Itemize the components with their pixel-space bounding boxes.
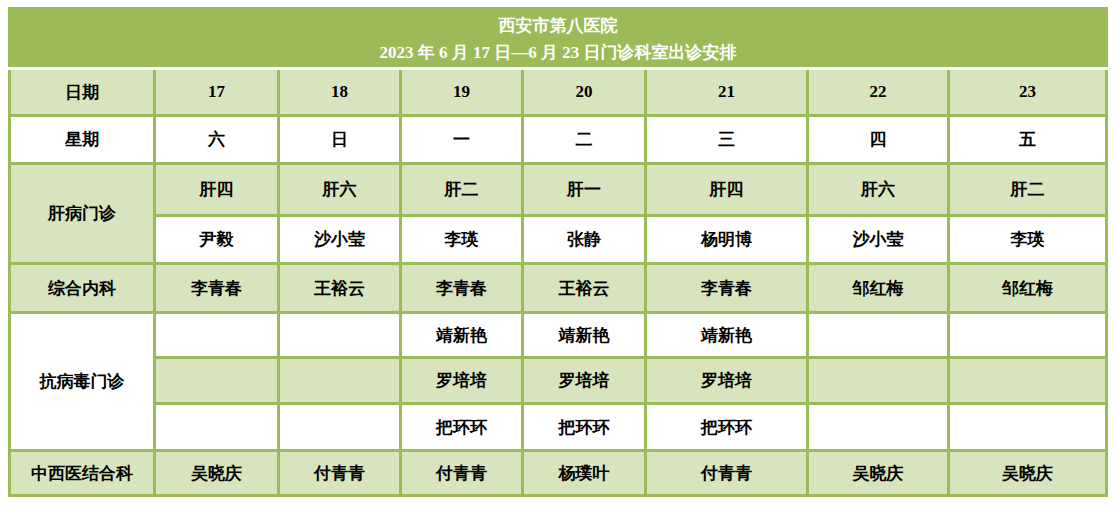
schedule-cell: 肝二	[949, 164, 1107, 216]
schedule-table: 西安市第八医院 2023 年 6 月 17 日—6 月 23 日门诊科室出诊安排…	[8, 7, 1108, 497]
general-internal-medicine-row: 综合内科 李青春 王裕云 李青春 王裕云 李青春 邹红梅 邹红梅	[10, 264, 1107, 313]
title-row: 西安市第八医院 2023 年 6 月 17 日—6 月 23 日门诊科室出诊安排	[10, 9, 1107, 69]
schedule-cell: 王裕云	[523, 264, 646, 313]
date-cell: 17	[155, 69, 279, 116]
row-label-weekday: 星期	[10, 116, 155, 164]
section-label-integrative-medicine: 中西医结合科	[10, 451, 155, 496]
table-title: 西安市第八医院 2023 年 6 月 17 日—6 月 23 日门诊科室出诊安排	[10, 9, 1107, 69]
date-cell: 21	[646, 69, 808, 116]
schedule-cell: 张静	[523, 216, 646, 264]
schedule-cell: 肝四	[646, 164, 808, 216]
schedule-cell: 沙小莹	[808, 216, 949, 264]
schedule-cell	[155, 358, 279, 404]
schedule-cell: 肝四	[155, 164, 279, 216]
section-label-liver-clinic: 肝病门诊	[10, 164, 155, 264]
schedule-cell	[279, 313, 401, 358]
schedule-sheet: 西安市第八医院 2023 年 6 月 17 日—6 月 23 日门诊科室出诊安排…	[8, 7, 1108, 497]
schedule-cell: 杨明博	[646, 216, 808, 264]
date-cell: 20	[523, 69, 646, 116]
schedule-cell	[279, 358, 401, 404]
schedule-cell: 邹红梅	[808, 264, 949, 313]
schedule-cell: 付青青	[279, 451, 401, 496]
schedule-cell: 靖新艳	[401, 313, 523, 358]
schedule-cell	[949, 313, 1107, 358]
schedule-cell	[279, 404, 401, 451]
date-cell: 23	[949, 69, 1107, 116]
schedule-cell	[949, 358, 1107, 404]
schedule-cell: 吴晓庆	[808, 451, 949, 496]
weekday-cell: 三	[646, 116, 808, 164]
weekday-cell: 一	[401, 116, 523, 164]
schedule-range-title: 2023 年 6 月 17 日—6 月 23 日门诊科室出诊安排	[11, 39, 1105, 66]
weekday-cell: 五	[949, 116, 1107, 164]
schedule-cell: 把环环	[646, 404, 808, 451]
date-cell: 18	[279, 69, 401, 116]
schedule-cell: 罗培培	[401, 358, 523, 404]
hospital-name: 西安市第八医院	[11, 12, 1105, 39]
liver-clinic-doctor-row: 尹毅 沙小莹 李瑛 张静 杨明博 沙小莹 李瑛	[10, 216, 1107, 264]
schedule-cell: 吴晓庆	[155, 451, 279, 496]
date-cell: 19	[401, 69, 523, 116]
schedule-cell	[155, 313, 279, 358]
schedule-cell: 付青青	[646, 451, 808, 496]
schedule-cell	[949, 404, 1107, 451]
date-row: 日期 17 18 19 20 21 22 23	[10, 69, 1107, 116]
weekday-cell: 日	[279, 116, 401, 164]
schedule-cell: 肝六	[279, 164, 401, 216]
schedule-cell: 尹毅	[155, 216, 279, 264]
schedule-cell	[808, 313, 949, 358]
date-cell: 22	[808, 69, 949, 116]
schedule-cell: 罗培培	[646, 358, 808, 404]
integrative-medicine-row: 中西医结合科 吴晓庆 付青青 付青青 杨璞叶 付青青 吴晓庆 吴晓庆	[10, 451, 1107, 496]
liver-clinic-room-row: 肝病门诊 肝四 肝六 肝二 肝一 肝四 肝六 肝二	[10, 164, 1107, 216]
schedule-cell: 李青春	[646, 264, 808, 313]
schedule-cell: 肝二	[401, 164, 523, 216]
schedule-cell: 邹红梅	[949, 264, 1107, 313]
schedule-cell: 李青春	[401, 264, 523, 313]
schedule-cell: 沙小莹	[279, 216, 401, 264]
schedule-cell	[808, 404, 949, 451]
schedule-cell: 吴晓庆	[949, 451, 1107, 496]
schedule-cell: 王裕云	[279, 264, 401, 313]
weekday-cell: 六	[155, 116, 279, 164]
schedule-cell: 李瑛	[401, 216, 523, 264]
section-label-general-internal-medicine: 综合内科	[10, 264, 155, 313]
schedule-cell: 李瑛	[949, 216, 1107, 264]
schedule-cell: 杨璞叶	[523, 451, 646, 496]
schedule-cell: 罗培培	[523, 358, 646, 404]
row-label-date: 日期	[10, 69, 155, 116]
schedule-cell	[155, 404, 279, 451]
schedule-cell	[808, 358, 949, 404]
weekday-cell: 四	[808, 116, 949, 164]
schedule-cell: 靖新艳	[523, 313, 646, 358]
schedule-cell: 把环环	[401, 404, 523, 451]
antiviral-clinic-row-3: 把环环 把环环 把环环	[10, 404, 1107, 451]
schedule-cell: 付青青	[401, 451, 523, 496]
schedule-cell: 把环环	[523, 404, 646, 451]
weekday-cell: 二	[523, 116, 646, 164]
section-label-antiviral-clinic: 抗病毒门诊	[10, 313, 155, 451]
antiviral-clinic-row-1: 抗病毒门诊 靖新艳 靖新艳 靖新艳	[10, 313, 1107, 358]
antiviral-clinic-row-2: 罗培培 罗培培 罗培培	[10, 358, 1107, 404]
schedule-cell: 靖新艳	[646, 313, 808, 358]
schedule-cell: 李青春	[155, 264, 279, 313]
weekday-row: 星期 六 日 一 二 三 四 五	[10, 116, 1107, 164]
schedule-cell: 肝六	[808, 164, 949, 216]
schedule-cell: 肝一	[523, 164, 646, 216]
